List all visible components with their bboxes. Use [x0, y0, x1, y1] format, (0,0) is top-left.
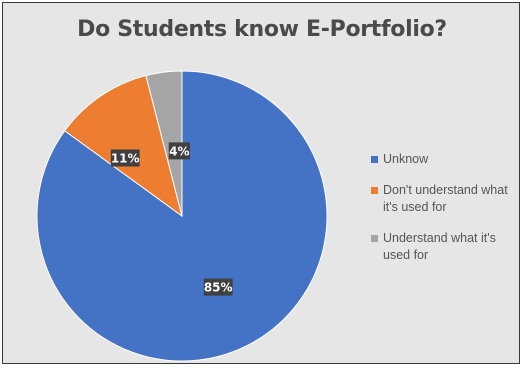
legend-label: Unknow: [383, 152, 429, 166]
chart-title: Do Students know E-Portfolio?: [77, 17, 447, 42]
data-label-box: [110, 149, 140, 167]
data-label-text: 11%: [111, 152, 140, 166]
pie-slice-understand: [145, 70, 183, 217]
pie-slice-dont-understand: [63, 74, 183, 218]
legend-swatch: [371, 187, 378, 194]
data-label-box: [203, 278, 233, 296]
chart-frame: Do Students know E-Portfolio? 85% 11% 4% U…: [2, 2, 520, 364]
pie-slices: [36, 70, 328, 362]
data-label-text: 85%: [204, 281, 233, 295]
legend-label: Understand what it's used for: [383, 231, 496, 262]
legend-swatch: [371, 235, 378, 242]
legend-label: Don't understand what it's used for: [383, 183, 508, 214]
data-label-dont-understand: 11%: [110, 149, 140, 167]
data-label-understand: 4%: [168, 142, 190, 160]
data-labels: 85% 11% 4%: [110, 142, 233, 296]
data-label-text: 4%: [169, 144, 189, 158]
legend-swatch: [371, 156, 378, 163]
pie-chart: 85% 11% 4%: [36, 70, 328, 362]
data-label-unknow: 85%: [203, 278, 233, 296]
legend-item-unknow: Unknow: [371, 151, 519, 168]
legend-item-understand: Understand what it's used for: [371, 230, 519, 264]
data-label-box: [168, 142, 190, 160]
legend: Unknow Don't understand what it's used f…: [371, 151, 519, 264]
legend-item-dont-understand: Don't understand what it's used for: [371, 182, 519, 216]
